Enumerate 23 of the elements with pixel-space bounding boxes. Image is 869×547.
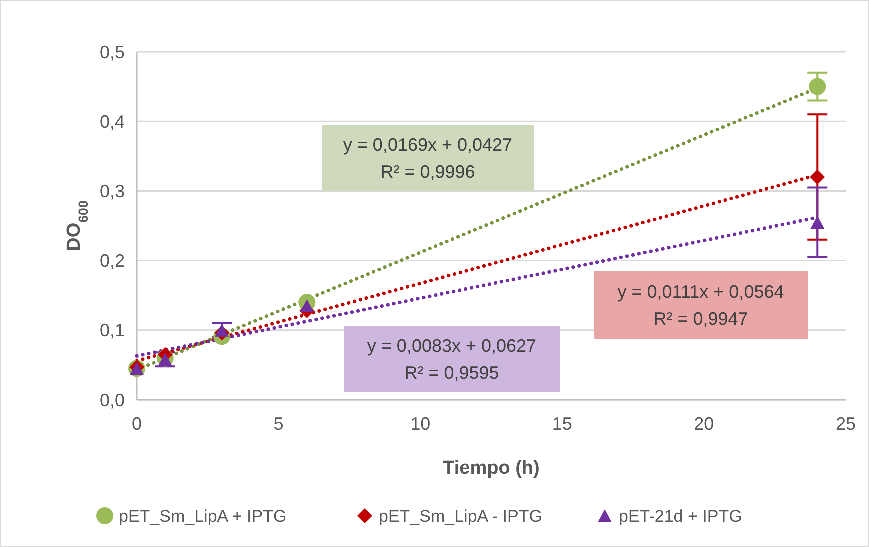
point: [810, 170, 826, 185]
point: [809, 78, 826, 96]
x-tick-label: 5: [274, 414, 284, 434]
annotation: y = 0,0083x + 0,0627 R² = 0,9595: [367, 336, 537, 383]
y-tick-label: 0,4: [100, 112, 125, 132]
legend-label: pET_Sm_LipA - IPTG: [379, 506, 542, 526]
point: [810, 216, 825, 230]
y-tick-label: 0,0: [100, 390, 125, 410]
y-tick-label: 0,5: [100, 42, 125, 62]
y-tick-label: 0,3: [100, 182, 125, 202]
x-tick-label: 20: [694, 414, 714, 434]
x-tick-label: 0: [132, 414, 142, 434]
legend-label: pET-21d + IPTG: [619, 506, 742, 526]
point: [300, 300, 314, 313]
x-tick-label: 15: [552, 414, 572, 434]
legend-label: pET_Sm_LipA + IPTG: [119, 506, 287, 526]
y-tick-label: 0,1: [100, 320, 125, 341]
annotation: y = 0,0169x + 0,0427 R² = 0,9996: [343, 134, 513, 182]
x-tick-label: 10: [410, 414, 431, 434]
x-tick-label: 25: [836, 414, 856, 434]
annotation: y = 0,0111x + 0,0564 R² = 0,9947: [618, 282, 784, 329]
y-tick-label: 0,2: [100, 251, 125, 272]
x-axis-title: Tiempo (h): [443, 458, 540, 479]
